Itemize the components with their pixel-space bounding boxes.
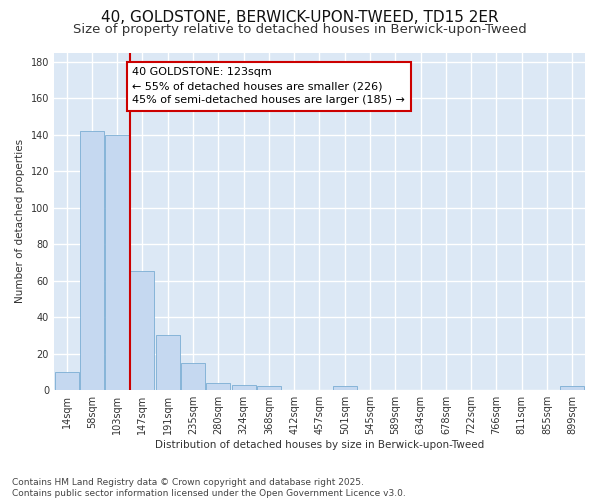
Bar — [333, 386, 357, 390]
Bar — [55, 372, 79, 390]
X-axis label: Distribution of detached houses by size in Berwick-upon-Tweed: Distribution of detached houses by size … — [155, 440, 484, 450]
Bar — [560, 386, 584, 390]
Bar — [80, 131, 104, 390]
Bar — [257, 386, 281, 390]
Bar — [232, 384, 256, 390]
Bar — [206, 383, 230, 390]
Bar — [130, 272, 154, 390]
Text: 40, GOLDSTONE, BERWICK-UPON-TWEED, TD15 2ER: 40, GOLDSTONE, BERWICK-UPON-TWEED, TD15 … — [101, 10, 499, 25]
Bar — [156, 336, 180, 390]
Bar — [181, 362, 205, 390]
Text: 40 GOLDSTONE: 123sqm
← 55% of detached houses are smaller (226)
45% of semi-deta: 40 GOLDSTONE: 123sqm ← 55% of detached h… — [133, 67, 405, 105]
Text: Contains HM Land Registry data © Crown copyright and database right 2025.
Contai: Contains HM Land Registry data © Crown c… — [12, 478, 406, 498]
Bar — [105, 134, 129, 390]
Y-axis label: Number of detached properties: Number of detached properties — [15, 139, 25, 304]
Text: Size of property relative to detached houses in Berwick-upon-Tweed: Size of property relative to detached ho… — [73, 22, 527, 36]
